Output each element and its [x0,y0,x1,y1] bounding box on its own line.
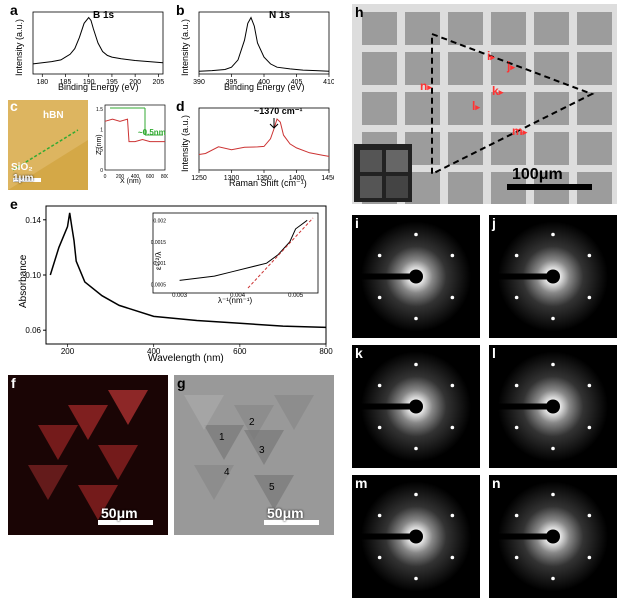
panel-m-diffraction [352,475,480,598]
panel-n: n [489,475,617,598]
svg-text:3: 3 [259,445,265,456]
svg-text:0.003: 0.003 [172,293,188,299]
panel-d: d 12501300135014001450 ~1370 cm⁻¹ Raman … [174,100,334,190]
panel-a-ylabel: Intensity (a.u.) [14,19,24,76]
svg-text:0.0005: 0.0005 [151,283,167,289]
panel-g-image: 1 2 3 4 5 [174,375,334,535]
panel-e-xlabel: Wavelength (nm) [148,353,224,364]
svg-text:4: 4 [224,467,230,478]
svg-text:600: 600 [233,347,247,356]
svg-text:205: 205 [153,79,165,86]
panel-a-peak-label: B 1s [93,10,114,21]
panel-h-marker-n: n▸ [420,79,432,93]
panel-c-hbn: hBN [43,110,64,121]
panel-e-label: e [10,196,18,212]
svg-text:0: 0 [104,174,107,180]
panel-k-label: k [355,345,363,361]
panel-m-label: m [355,475,367,491]
svg-text:0.06: 0.06 [25,326,41,335]
panel-h-marker-k: k▸ [492,84,503,98]
svg-text:200: 200 [61,347,75,356]
panel-d-ylabel: Intensity (a.u.) [180,115,190,172]
panel-h-marker-l: l▸ [472,99,480,113]
panel-c-step: ~0.5nm [138,128,166,137]
svg-text:180: 180 [36,79,48,86]
svg-text:390: 390 [193,79,205,86]
panel-h-marker-i: i▸ [487,49,495,63]
panel-f-image [8,375,168,535]
panel-d-peak-label: ~1370 cm⁻¹ [254,106,303,117]
panel-e: e 2004006008000.060.100.14 0.0030.0040.0… [8,198,334,368]
panel-j-label: j [492,215,496,231]
svg-text:0.005: 0.005 [288,293,304,299]
panel-a-xlabel: Binding Energy (eV) [58,82,139,92]
panel-e-inset-xlabel: λ⁻¹(nm⁻¹) [218,296,252,305]
panel-c-label: c [10,98,18,114]
panel-b-xlabel: Binding Energy (eV) [224,82,305,92]
panel-n-label: n [492,475,501,491]
panel-f-label: f [11,375,16,391]
panel-h: h 100μm i▸ j▸ k▸ l▸ m▸ n▸ [352,4,617,204]
svg-text:800: 800 [161,174,168,180]
panel-i-label: i [355,215,359,231]
panel-h-scalebar: 100μm [512,166,563,184]
svg-text:5: 5 [269,482,275,493]
panel-b: b 390395400405410 N 1s Binding Energy (e… [174,4,334,94]
svg-text:410: 410 [323,79,334,86]
panel-l: l [489,345,617,468]
svg-text:1250: 1250 [191,175,207,182]
panel-f: f 50μm [8,375,168,535]
panel-k: k [352,345,480,468]
svg-text:0.14: 0.14 [25,216,41,225]
svg-text:1.5: 1.5 [96,107,103,113]
svg-text:600: 600 [146,174,155,180]
panel-j-diffraction [489,215,617,338]
svg-text:800: 800 [319,347,333,356]
panel-c-profile-ylabel: Z (nm) [96,134,103,155]
panel-b-ylabel: Intensity (a.u.) [180,19,190,76]
panel-m: m [352,475,480,598]
svg-text:0.0015: 0.0015 [151,240,167,246]
panel-k-diffraction [352,345,480,468]
panel-i: i [352,215,480,338]
panel-e-ylabel: Absorbance [18,255,29,308]
panel-b-peak-label: N 1s [269,10,290,21]
panel-d-label: d [176,98,185,114]
panel-c-profile-xlabel: X (nm) [120,178,141,185]
panel-l-diffraction [489,345,617,468]
svg-text:1450: 1450 [321,175,334,182]
svg-text:1: 1 [100,127,103,133]
panel-c-sio2: SiO₂ [11,162,33,173]
svg-text:0: 0 [100,168,103,174]
svg-text:0.002: 0.002 [153,218,166,224]
panel-g-label: g [177,375,186,391]
panel-b-plot: 390395400405410 [174,4,334,94]
panel-f-scalebar: 50μm [101,505,138,521]
panel-c: c hBN SiO₂ 1μm 020040060080000.511.5 ~0.… [8,100,168,190]
panel-b-label: b [176,2,185,18]
svg-text:2: 2 [249,417,255,428]
panel-i-diffraction [352,215,480,338]
panel-e-inset-ylabel: ε¹ᐟ²/λ [154,251,163,270]
svg-text:1: 1 [219,432,225,443]
panel-d-xlabel: Raman Shift (cm⁻¹) [229,178,307,189]
panel-a: a 180185190195200205 B 1s Binding Energy… [8,4,168,94]
panel-l-label: l [492,345,496,361]
panel-h-image [352,4,617,204]
panel-g: g 1 2 3 4 5 50μm [174,375,334,535]
panel-h-marker-m: m▸ [512,124,527,138]
panel-g-scalebar: 50μm [267,505,304,521]
panel-c-scalebar: 1μm [13,173,34,184]
panel-h-label: h [355,4,364,20]
panel-h-marker-j: j▸ [507,59,515,73]
panel-e-plot: 2004006008000.060.100.14 0.0030.0040.005… [8,198,334,368]
panel-j: j [489,215,617,338]
panel-a-label: a [10,2,18,18]
panel-a-plot: 180185190195200205 [8,4,168,94]
panel-n-diffraction [489,475,617,598]
